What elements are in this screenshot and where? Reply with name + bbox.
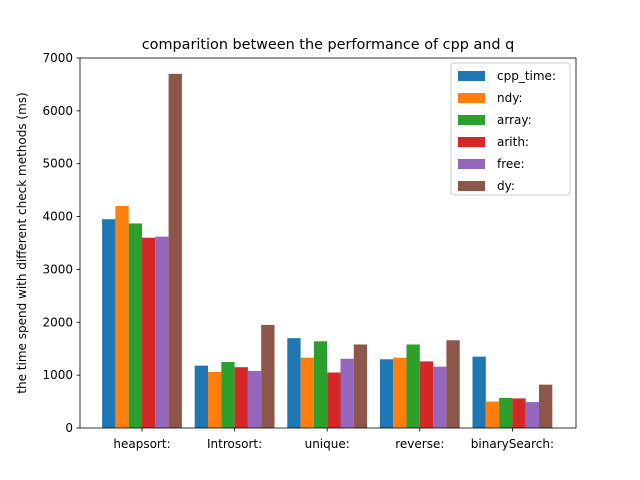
- legend-swatch: [458, 159, 485, 169]
- chart-title: comparition between the performance of c…: [142, 37, 514, 53]
- bar: [379, 359, 394, 428]
- x-tick-label: binarySearch:: [471, 437, 554, 451]
- bar: [340, 358, 354, 428]
- bar: [393, 357, 407, 428]
- plot-area-frame: [79, 57, 577, 429]
- y-tick-label: 0: [65, 421, 73, 435]
- legend-label: array:: [497, 113, 532, 127]
- bars-group: [102, 73, 553, 428]
- bar: [512, 398, 526, 428]
- bar: [142, 237, 156, 428]
- bar: [472, 356, 486, 428]
- x-tick-label: heapsort:: [113, 437, 170, 451]
- legend-label: dy:: [497, 179, 515, 193]
- legend-swatch: [458, 115, 485, 125]
- bar: [194, 365, 208, 428]
- bar: [419, 361, 434, 428]
- legend-swatch: [458, 93, 485, 103]
- bar: [300, 357, 314, 428]
- y-tick-label: 7000: [42, 51, 73, 65]
- bar: [261, 324, 275, 428]
- legend-label: arith:: [497, 135, 529, 149]
- bar: [406, 344, 420, 428]
- x-tick-label: reverse:: [395, 437, 444, 451]
- y-tick-label: 1000: [42, 368, 73, 382]
- legend-swatch: [458, 137, 485, 147]
- y-tick-label: 3000: [42, 262, 73, 276]
- y-axis-ticks: 0 1000 2000 3000 4000 5000 6000 7000: [42, 51, 80, 435]
- bar: [327, 372, 341, 428]
- legend: cpp_time: ndy: array: arith: free: dy:: [450, 62, 571, 196]
- bar: [353, 344, 368, 428]
- y-tick-label: 2000: [42, 315, 73, 329]
- bar: [499, 397, 513, 428]
- bar: [208, 371, 222, 428]
- y-axis-label: the time spend with different check meth…: [15, 92, 29, 393]
- bar: [539, 384, 553, 428]
- y-tick-label: 6000: [42, 104, 73, 118]
- bar: [313, 341, 328, 428]
- bar: [525, 402, 539, 428]
- legend-label: cpp_time:: [497, 69, 556, 83]
- legend-label: ndy:: [497, 91, 523, 105]
- bar: [446, 340, 460, 428]
- bar: [221, 361, 235, 428]
- x-tick-label: unique:: [305, 437, 350, 451]
- y-tick-label: 5000: [42, 157, 73, 171]
- legend-swatch: [458, 181, 485, 191]
- y-tick-label: 4000: [42, 210, 73, 224]
- x-tick-label: Introsort:: [207, 437, 262, 451]
- legend-swatch: [458, 71, 485, 81]
- bar: [155, 236, 169, 428]
- bar: [287, 338, 301, 428]
- x-axis-ticks: heapsort: Introsort: unique: reverse: binary…: [113, 428, 554, 451]
- bar: [247, 370, 262, 428]
- bar: [102, 219, 116, 428]
- bar: [115, 206, 129, 428]
- bar: [485, 401, 500, 428]
- bar: [128, 223, 142, 428]
- bar: [433, 366, 447, 428]
- bar: [234, 367, 248, 428]
- legend-label: free:: [497, 157, 525, 171]
- bar: [168, 73, 182, 428]
